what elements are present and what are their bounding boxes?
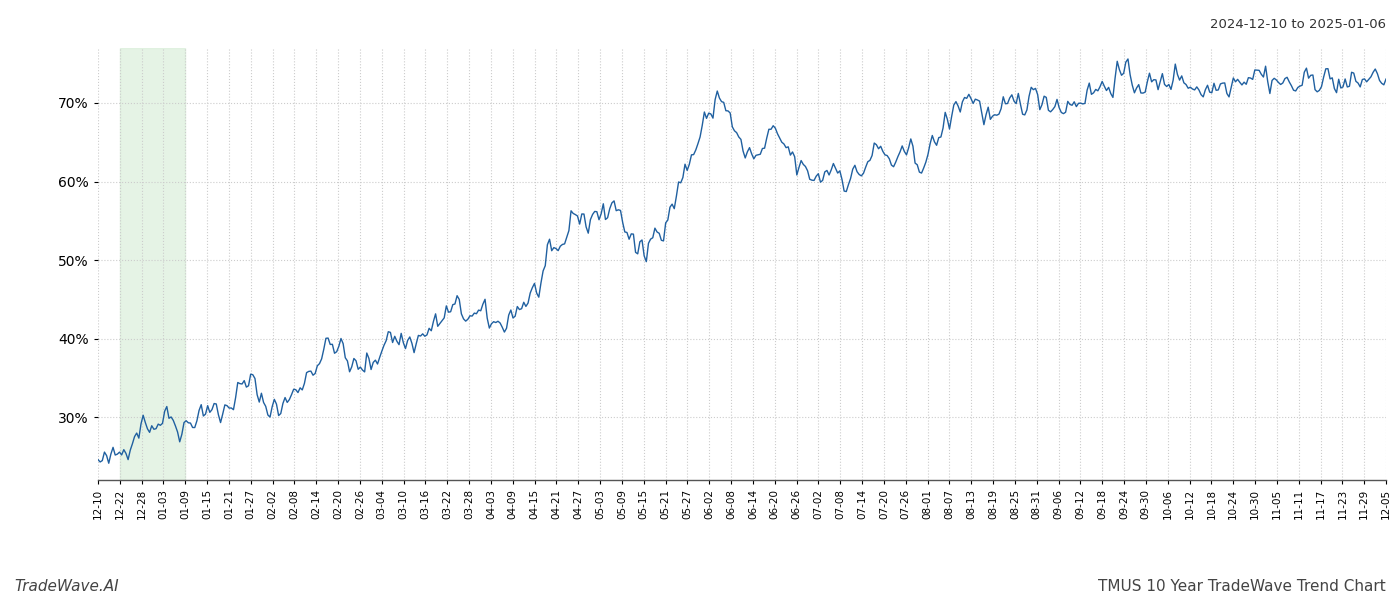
Text: 2024-12-10 to 2025-01-06: 2024-12-10 to 2025-01-06 — [1210, 18, 1386, 31]
Text: TradeWave.AI: TradeWave.AI — [14, 579, 119, 594]
Bar — [120, 48, 185, 480]
Text: TMUS 10 Year TradeWave Trend Chart: TMUS 10 Year TradeWave Trend Chart — [1098, 579, 1386, 594]
